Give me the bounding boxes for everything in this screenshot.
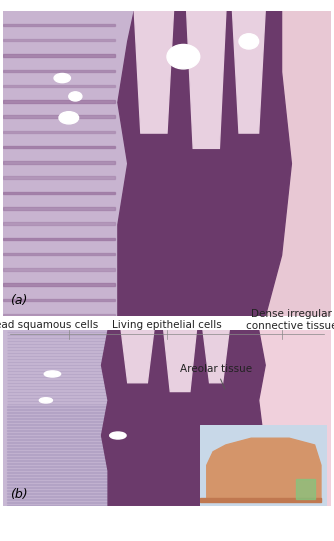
Bar bbox=[7, 448, 121, 449]
Polygon shape bbox=[118, 11, 291, 316]
Bar bbox=[7, 472, 121, 473]
Bar bbox=[7, 499, 121, 500]
Ellipse shape bbox=[239, 34, 259, 49]
Bar bbox=[7, 445, 121, 446]
Bar bbox=[7, 421, 121, 422]
Bar bbox=[3, 130, 115, 133]
Bar bbox=[7, 490, 121, 491]
Bar bbox=[3, 314, 115, 316]
Polygon shape bbox=[207, 438, 321, 499]
Bar bbox=[7, 349, 121, 351]
Bar bbox=[7, 466, 121, 467]
Bar bbox=[7, 344, 121, 345]
Bar bbox=[7, 457, 121, 458]
Bar bbox=[7, 388, 121, 390]
Ellipse shape bbox=[69, 92, 82, 101]
Bar bbox=[3, 100, 115, 103]
Bar bbox=[3, 299, 115, 301]
Bar bbox=[7, 332, 121, 333]
Bar bbox=[3, 11, 151, 316]
Bar bbox=[7, 406, 121, 407]
Bar bbox=[7, 454, 121, 455]
Bar bbox=[7, 394, 121, 395]
Bar bbox=[7, 493, 121, 494]
Ellipse shape bbox=[54, 74, 70, 83]
Bar bbox=[7, 412, 121, 413]
Bar bbox=[7, 418, 121, 419]
Bar bbox=[7, 487, 121, 488]
Bar bbox=[7, 481, 121, 482]
Bar bbox=[3, 54, 115, 57]
Bar bbox=[7, 484, 121, 485]
Ellipse shape bbox=[110, 432, 126, 439]
Bar bbox=[7, 400, 121, 401]
Bar bbox=[7, 338, 121, 339]
Bar bbox=[3, 283, 115, 286]
Ellipse shape bbox=[39, 398, 52, 403]
Bar bbox=[200, 498, 321, 502]
Ellipse shape bbox=[59, 111, 78, 124]
Text: Dense irregular
connective tissue: Dense irregular connective tissue bbox=[245, 308, 334, 331]
Bar bbox=[7, 463, 121, 464]
Ellipse shape bbox=[44, 371, 61, 377]
Bar bbox=[7, 469, 121, 470]
Polygon shape bbox=[232, 11, 265, 133]
Polygon shape bbox=[203, 330, 229, 383]
Bar bbox=[296, 479, 315, 499]
Bar bbox=[7, 502, 121, 503]
Bar bbox=[3, 207, 115, 209]
Bar bbox=[7, 496, 121, 497]
Bar bbox=[3, 39, 115, 42]
Bar bbox=[3, 24, 115, 26]
Bar bbox=[7, 427, 121, 428]
Bar bbox=[3, 268, 115, 270]
Bar bbox=[249, 330, 331, 506]
Bar bbox=[3, 69, 115, 72]
Polygon shape bbox=[134, 11, 174, 133]
Bar bbox=[7, 475, 121, 476]
Bar bbox=[7, 460, 121, 461]
Bar bbox=[3, 161, 115, 164]
Bar bbox=[3, 115, 115, 118]
Polygon shape bbox=[102, 330, 265, 506]
Ellipse shape bbox=[167, 44, 200, 69]
Bar bbox=[3, 253, 115, 255]
Bar bbox=[7, 355, 121, 357]
Bar bbox=[3, 330, 128, 506]
Bar bbox=[3, 146, 115, 148]
Bar bbox=[3, 85, 115, 87]
Bar bbox=[7, 478, 121, 479]
Bar bbox=[151, 11, 331, 316]
Text: (a): (a) bbox=[10, 294, 27, 307]
Polygon shape bbox=[187, 11, 226, 148]
Text: Dead squamous cells: Dead squamous cells bbox=[0, 320, 98, 329]
Bar bbox=[7, 415, 121, 416]
Bar bbox=[3, 237, 115, 240]
Text: Living epithelial cells: Living epithelial cells bbox=[112, 320, 222, 329]
Bar bbox=[7, 451, 121, 452]
Polygon shape bbox=[121, 330, 154, 383]
Bar bbox=[7, 439, 121, 440]
Text: Areolar tissue: Areolar tissue bbox=[180, 364, 252, 389]
Bar bbox=[3, 192, 115, 194]
Text: (b): (b) bbox=[10, 487, 27, 500]
Bar bbox=[3, 222, 115, 225]
Bar bbox=[7, 505, 121, 506]
Polygon shape bbox=[164, 330, 196, 392]
Bar bbox=[7, 382, 121, 383]
Bar bbox=[3, 176, 115, 179]
Bar bbox=[7, 433, 121, 434]
